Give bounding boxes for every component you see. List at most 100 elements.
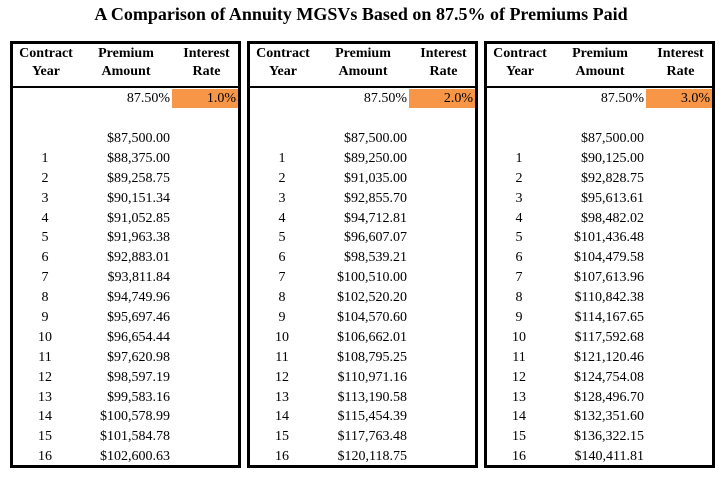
interest-rate-cell: 1.0% <box>172 89 238 108</box>
table-row: 9 $114,167.65 <box>487 308 712 328</box>
table-row: 3 $92,855.70 <box>250 189 475 209</box>
table-row: 11 $97,620.98 <box>13 348 238 368</box>
table-body: $87,500.00 1 $89,250.00 2 $91,035.00 3 $92,855… <box>250 129 475 467</box>
premium-amount-cell: $87,500.00 <box>107 131 170 146</box>
contract-year-cell: 1 <box>515 150 523 166</box>
premium-amount-cell: $98,597.19 <box>107 369 170 385</box>
contract-year-cell: 16 <box>38 449 52 465</box>
table-row: 3 $95,613.61 <box>487 189 712 209</box>
interest-rate-cell: 3.0% <box>646 89 712 108</box>
premium-amount-cell: $136,322.15 <box>574 429 644 445</box>
contract-year-cell: 12 <box>512 369 526 385</box>
contract-year-cell: 10 <box>275 329 289 345</box>
contract-year-cell: 4 <box>515 210 523 226</box>
premium-amount-cell: $102,520.20 <box>337 290 407 306</box>
premium-amount-cell: $104,570.60 <box>337 310 407 326</box>
contract-year-cell: 3 <box>515 190 523 206</box>
table-row: $87,500.00 <box>13 129 238 149</box>
table-row: 13 $128,496.70 <box>487 388 712 408</box>
premium-amount-cell: $140,411.81 <box>574 449 644 465</box>
contract-year-cell: 8 <box>278 290 286 306</box>
header-contract-year: Contract Year <box>493 46 547 79</box>
premium-amount-cell: $128,496.70 <box>574 389 644 405</box>
premium-amount-cell: $117,763.48 <box>337 429 407 445</box>
header-interest-rate: Interest Rate <box>183 46 230 79</box>
premium-percent: 87.50% <box>363 91 407 106</box>
contract-year-cell: 10 <box>512 329 526 345</box>
header-premium-amount: Premium Amount <box>572 46 628 79</box>
contract-year-cell: 13 <box>275 389 289 405</box>
table-row: 15 $136,322.15 <box>487 427 712 447</box>
table-row: $87,500.00 <box>250 129 475 149</box>
contract-year-cell: 1 <box>278 150 286 166</box>
premium-amount-cell: $117,592.68 <box>574 329 644 345</box>
premium-amount-cell: $91,035.00 <box>344 170 407 186</box>
premium-amount-cell: $98,482.02 <box>581 210 644 226</box>
table-row: 7 $100,510.00 <box>250 268 475 288</box>
table-row: 1 $89,250.00 <box>250 149 475 169</box>
table-row: 8 $110,842.38 <box>487 288 712 308</box>
table-row: 10 $117,592.68 <box>487 328 712 348</box>
header-interest-rate: Interest Rate <box>420 46 467 79</box>
contract-year-cell: 5 <box>515 230 523 246</box>
contract-year-cell: 4 <box>41 210 49 226</box>
contract-year-cell: 2 <box>515 170 523 186</box>
premium-amount-cell: $106,662.01 <box>337 329 407 345</box>
contract-year-cell: 2 <box>278 170 286 186</box>
table-row: 2 $89,258.75 <box>13 169 238 189</box>
interest-rate-cell: 2.0% <box>409 89 475 108</box>
contract-year-cell: 9 <box>41 310 49 326</box>
premium-amount-cell: $102,600.63 <box>100 449 170 465</box>
premium-amount-cell: $89,250.00 <box>344 150 407 166</box>
contract-year-cell: 14 <box>38 409 52 425</box>
contract-year-cell: 2 <box>41 170 49 186</box>
contract-year-cell: 13 <box>512 389 526 405</box>
premium-amount-cell: $90,151.34 <box>107 190 170 206</box>
contract-year-cell: 16 <box>512 449 526 465</box>
header-contract-year: Contract Year <box>256 46 310 79</box>
table-row: 9 $104,570.60 <box>250 308 475 328</box>
table-row: 15 $117,763.48 <box>250 427 475 447</box>
premium-amount-cell: $88,375.00 <box>107 150 170 166</box>
premium-amount-cell: $87,500.00 <box>581 131 644 146</box>
premium-amount-cell: $90,125.00 <box>581 150 644 166</box>
table-row: 2 $92,828.75 <box>487 169 712 189</box>
table-row: 14 $132,351.60 <box>487 407 712 427</box>
premium-amount-cell: $100,578.99 <box>100 409 170 425</box>
table-row: 5 $91,963.38 <box>13 228 238 248</box>
premium-amount-cell: $124,754.08 <box>574 369 644 385</box>
table-header: Contract Year Premium Amount Interest Rate <box>487 44 712 88</box>
contract-year-cell: 3 <box>41 190 49 206</box>
table-row: 14 $115,454.39 <box>250 407 475 427</box>
parameter-row: 87.50% 2.0% <box>250 89 475 108</box>
premium-amount-cell: $120,118.75 <box>337 449 407 465</box>
contract-year-cell: 16 <box>275 449 289 465</box>
premium-amount-cell: $94,749.96 <box>107 290 170 306</box>
contract-year-cell: 6 <box>515 250 523 266</box>
premium-amount-cell: $110,842.38 <box>574 290 644 306</box>
contract-year-cell: 9 <box>515 310 523 326</box>
table-row: 12 $124,754.08 <box>487 368 712 388</box>
contract-year-cell: 8 <box>515 290 523 306</box>
contract-year-cell: 12 <box>38 369 52 385</box>
contract-year-cell: 12 <box>275 369 289 385</box>
header-contract-year: Contract Year <box>19 46 73 79</box>
contract-year-cell: 11 <box>38 349 52 365</box>
table-row: 4 $98,482.02 <box>487 209 712 229</box>
rate-panel-1: Contract Year Premium Amount Interest Rate 87.… <box>10 41 241 468</box>
contract-year-cell: 5 <box>278 230 286 246</box>
contract-year-cell: 14 <box>512 409 526 425</box>
table-row: $87,500.00 <box>487 129 712 149</box>
contract-year-cell: 14 <box>275 409 289 425</box>
table-row: 12 $98,597.19 <box>13 368 238 388</box>
contract-year-cell: 15 <box>38 429 52 445</box>
rate-panel-2: Contract Year Premium Amount Interest Rate 87.… <box>247 41 478 468</box>
premium-amount-cell: $94,712.81 <box>344 210 407 226</box>
header-premium-amount: Premium Amount <box>335 46 391 79</box>
table-row: 15 $101,584.78 <box>13 427 238 447</box>
table-row: 13 $113,190.58 <box>250 388 475 408</box>
premium-amount-cell: $132,351.60 <box>574 409 644 425</box>
table-row: 10 $106,662.01 <box>250 328 475 348</box>
table-row: 1 $90,125.00 <box>487 149 712 169</box>
premium-amount-cell: $108,795.25 <box>337 349 407 365</box>
